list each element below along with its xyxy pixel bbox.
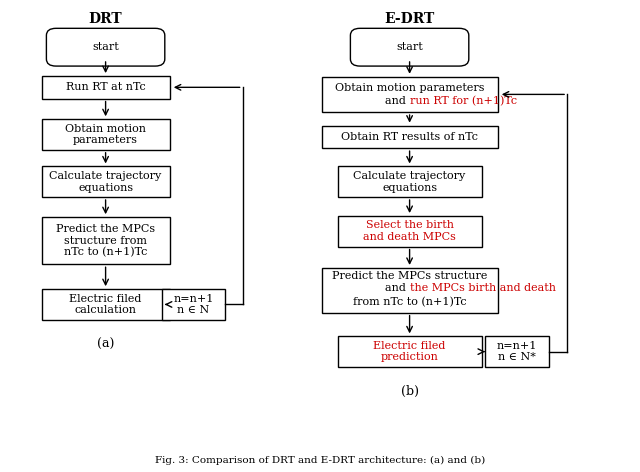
Text: Obtain motion parameters: Obtain motion parameters	[335, 83, 484, 93]
Text: Calculate trajectory
equations: Calculate trajectory equations	[49, 171, 162, 193]
FancyBboxPatch shape	[47, 28, 165, 66]
Bar	[42, 289, 170, 320]
Bar	[321, 126, 498, 148]
Text: n=n+1
n ∈ N*: n=n+1 n ∈ N*	[497, 341, 538, 362]
Text: Obtain RT results of nTc: Obtain RT results of nTc	[341, 132, 478, 142]
Bar	[485, 336, 549, 367]
Text: Calculate trajectory
equations: Calculate trajectory equations	[353, 171, 466, 193]
Bar	[321, 268, 498, 312]
Text: Fig. 3: Comparison of DRT and E-DRT architecture: (a) and (b): Fig. 3: Comparison of DRT and E-DRT arch…	[155, 455, 485, 465]
Bar	[42, 167, 170, 197]
Text: and: and	[385, 283, 410, 294]
Text: E-DRT: E-DRT	[385, 12, 435, 26]
Text: from nTc to (n+1)Tc: from nTc to (n+1)Tc	[353, 297, 467, 307]
Text: Predict the MPCs structure: Predict the MPCs structure	[332, 271, 487, 281]
Bar	[338, 336, 481, 367]
Text: n=n+1
n ∈ N: n=n+1 n ∈ N	[173, 294, 214, 315]
Text: start: start	[396, 42, 423, 52]
Text: Obtain motion
parameters: Obtain motion parameters	[65, 124, 146, 145]
Bar	[338, 216, 481, 246]
Bar	[42, 119, 170, 150]
Text: (a): (a)	[97, 338, 115, 351]
Bar	[42, 217, 170, 264]
Text: Electric filed
prediction: Electric filed prediction	[373, 341, 446, 362]
Text: (b): (b)	[401, 385, 419, 398]
Bar	[321, 76, 498, 112]
Text: run RT for (n+1)Tc: run RT for (n+1)Tc	[410, 96, 516, 106]
Bar	[338, 167, 481, 197]
Text: Select the birth
and death MPCs: Select the birth and death MPCs	[363, 220, 456, 242]
Bar	[42, 76, 170, 99]
Bar	[162, 289, 225, 320]
Text: DRT: DRT	[89, 12, 122, 26]
FancyBboxPatch shape	[351, 28, 468, 66]
Text: Run RT at nTc: Run RT at nTc	[66, 82, 145, 93]
Text: and: and	[385, 96, 410, 106]
Text: Predict the MPCs
structure from
nTc to (n+1)Tc: Predict the MPCs structure from nTc to (…	[56, 224, 155, 258]
Text: Electric filed
calculation: Electric filed calculation	[69, 294, 142, 315]
Text: start: start	[92, 42, 119, 52]
Text: the MPCs birth and death: the MPCs birth and death	[410, 283, 556, 294]
